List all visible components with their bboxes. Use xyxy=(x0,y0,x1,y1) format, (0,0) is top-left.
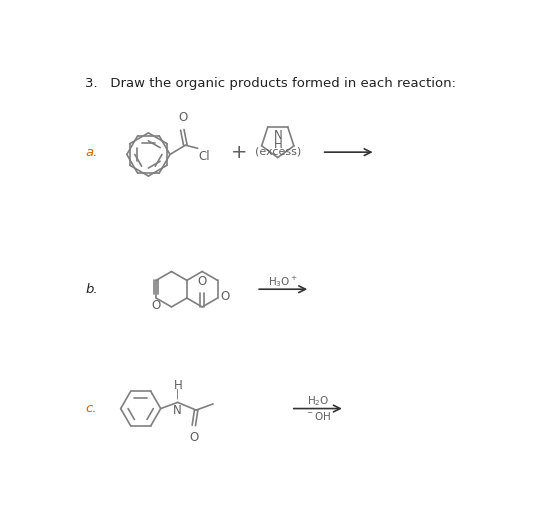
Text: Cl: Cl xyxy=(198,150,210,163)
Text: $^-$OH: $^-$OH xyxy=(305,410,331,422)
Text: O: O xyxy=(198,276,207,288)
Text: O: O xyxy=(189,431,198,444)
Text: H$_2$O: H$_2$O xyxy=(306,394,329,408)
Text: O: O xyxy=(152,299,161,312)
Text: O: O xyxy=(179,111,188,125)
Text: +: + xyxy=(231,143,248,162)
Text: N: N xyxy=(273,129,282,142)
Text: c.: c. xyxy=(85,402,97,415)
Text: N: N xyxy=(173,404,182,417)
Text: H: H xyxy=(174,378,183,392)
Text: H: H xyxy=(273,138,282,151)
Text: O: O xyxy=(221,290,230,303)
Text: b.: b. xyxy=(85,282,98,296)
Text: a.: a. xyxy=(85,146,97,158)
Text: H$_3$O$^+$: H$_3$O$^+$ xyxy=(268,274,298,289)
Text: 3.   Draw the organic products formed in each reaction:: 3. Draw the organic products formed in e… xyxy=(85,77,456,91)
Text: (excess): (excess) xyxy=(255,146,301,156)
Text: |: | xyxy=(175,389,179,399)
